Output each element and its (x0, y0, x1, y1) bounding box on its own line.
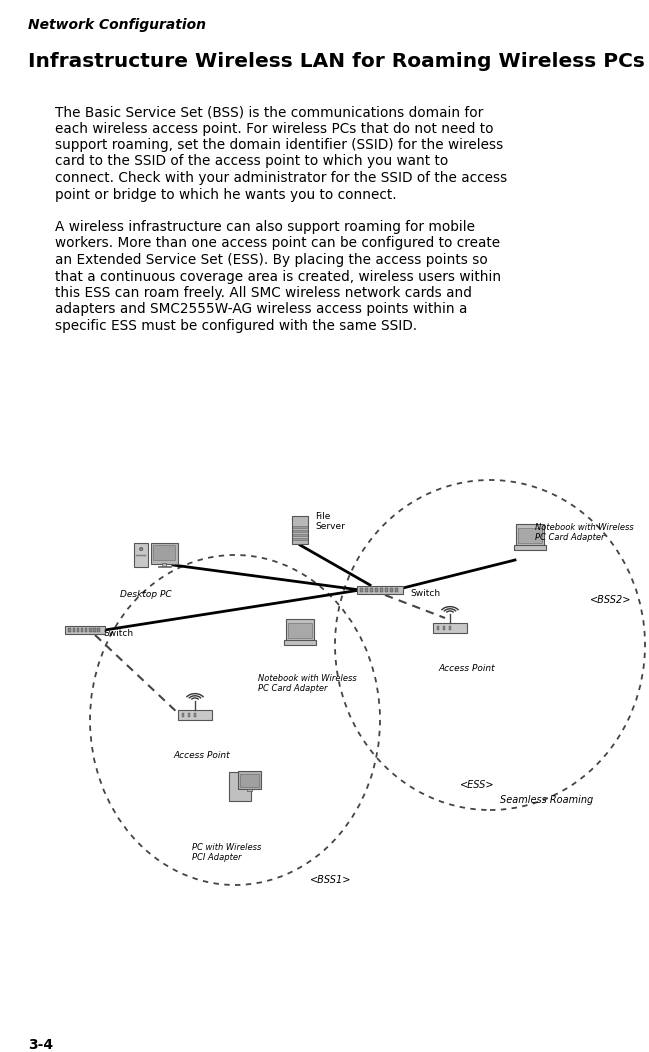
Bar (134, 543, 148, 567)
Bar (247, 789, 252, 791)
Bar (81, 628, 83, 632)
Bar (162, 563, 166, 566)
Text: File
Server: File Server (315, 512, 345, 531)
Bar (151, 543, 178, 564)
Bar (89, 628, 92, 632)
Text: connect. Check with your administrator for the SSID of the access: connect. Check with your administrator f… (55, 171, 508, 185)
Bar (182, 713, 184, 717)
Text: workers. More than one access point can be configured to create: workers. More than one access point can … (55, 237, 500, 250)
Bar (443, 626, 445, 630)
Bar (380, 588, 383, 592)
Bar (73, 628, 75, 632)
Bar (97, 628, 100, 632)
Text: A wireless infrastructure can also support roaming for mobile: A wireless infrastructure can also suppo… (55, 220, 475, 234)
Text: <ESS>: <ESS> (460, 780, 495, 790)
Bar (85, 628, 88, 632)
Circle shape (140, 547, 143, 551)
Bar (153, 545, 175, 560)
Bar (178, 710, 212, 721)
Bar (65, 627, 104, 633)
Text: point or bridge to which he wants you to connect.: point or bridge to which he wants you to… (55, 187, 397, 202)
Bar (293, 526, 307, 528)
Text: this ESS can roam freely. All SMC wireless network cards and: this ESS can roam freely. All SMC wirele… (55, 286, 472, 300)
Bar (229, 772, 251, 801)
Bar (448, 626, 451, 630)
Bar (516, 524, 545, 545)
Bar (293, 538, 307, 540)
Bar (356, 586, 404, 594)
Bar (375, 588, 378, 592)
Bar (370, 588, 373, 592)
Text: adapters and SMC2555W-AG wireless access points within a: adapters and SMC2555W-AG wireless access… (55, 303, 467, 317)
Bar (93, 628, 95, 632)
Text: Switch: Switch (410, 589, 440, 599)
Text: Access Point: Access Point (173, 751, 230, 760)
Bar (193, 713, 197, 717)
Bar (286, 620, 314, 640)
Bar (158, 566, 171, 567)
Bar (68, 628, 71, 632)
Bar (365, 588, 368, 592)
Text: <BSS1>: <BSS1> (310, 875, 351, 885)
Text: each wireless access point. For wireless PCs that do not need to: each wireless access point. For wireless… (55, 121, 493, 136)
Bar (385, 588, 387, 592)
Text: Desktop PC: Desktop PC (120, 590, 171, 599)
Bar (293, 530, 307, 532)
Text: <BSS2>: <BSS2> (590, 595, 631, 605)
Text: Switch: Switch (103, 629, 133, 639)
Bar (433, 623, 467, 633)
Bar (239, 774, 259, 787)
Bar (513, 545, 546, 549)
Text: support roaming, set the domain identifier (SSID) for the wireless: support roaming, set the domain identifi… (55, 138, 503, 151)
Text: Seamless Roaming: Seamless Roaming (500, 795, 593, 805)
Bar (136, 554, 146, 557)
Bar (291, 515, 308, 544)
Text: that a continuous coverage area is created, wireless users within: that a continuous coverage area is creat… (55, 269, 501, 283)
Bar (77, 628, 79, 632)
Bar (288, 623, 312, 638)
Text: Network Configuration: Network Configuration (28, 18, 206, 32)
Text: The Basic Service Set (BSS) is the communications domain for: The Basic Service Set (BSS) is the commu… (55, 105, 484, 119)
Bar (437, 626, 439, 630)
Text: PC with Wireless
PCI Adapter: PC with Wireless PCI Adapter (192, 843, 262, 863)
Bar (284, 640, 317, 645)
Bar (390, 588, 393, 592)
Bar (238, 771, 261, 789)
Text: Access Point: Access Point (438, 664, 495, 673)
Bar (293, 533, 307, 537)
Text: specific ESS must be configured with the same SSID.: specific ESS must be configured with the… (55, 319, 417, 333)
Text: 3-4: 3-4 (28, 1038, 53, 1052)
Bar (360, 588, 363, 592)
Text: Notebook with Wireless
PC Card Adapter: Notebook with Wireless PC Card Adapter (258, 674, 357, 693)
Text: card to the SSID of the access point to which you want to: card to the SSID of the access point to … (55, 155, 448, 168)
Text: Infrastructure Wireless LAN for Roaming Wireless PCs: Infrastructure Wireless LAN for Roaming … (28, 52, 645, 70)
Bar (395, 588, 398, 592)
Bar (518, 527, 542, 543)
Text: Notebook with Wireless
PC Card Adapter: Notebook with Wireless PC Card Adapter (535, 523, 634, 543)
Text: an Extended Service Set (ESS). By placing the access points so: an Extended Service Set (ESS). By placin… (55, 252, 488, 267)
Bar (188, 713, 190, 717)
